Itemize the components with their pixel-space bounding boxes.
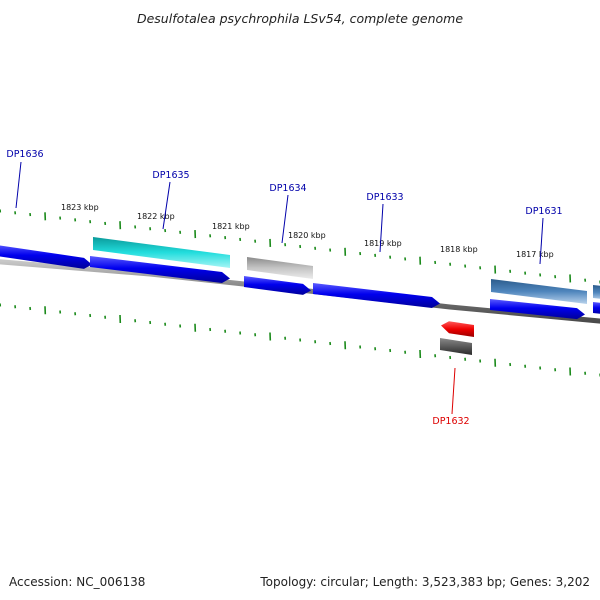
- ruler-label: 1818 kbp: [440, 245, 478, 254]
- accession-label: Accession: NC_006138: [9, 575, 145, 589]
- gene-feature: [441, 321, 474, 337]
- gene-feature: [440, 338, 472, 355]
- gene-feature: [247, 257, 313, 279]
- feature-tracks: [0, 237, 600, 355]
- gene-label: DP1631: [525, 206, 562, 217]
- gene-label: DP1634: [269, 183, 306, 194]
- ruler-labels: 1823 kbp 1822 kbp 1821 kbp 1820 kbp 1819 kbp…: [61, 203, 554, 259]
- gene-leader-line: [379, 203, 384, 253]
- ruler-outer-ticks: [0, 209, 600, 284]
- cds-feature: [244, 276, 311, 295]
- ruler-label: 1823 kbp: [61, 203, 99, 212]
- gene-leader-line: [281, 194, 289, 244]
- ruler-label: 1821 kbp: [212, 222, 250, 231]
- ruler-label: 1819 kbp: [364, 239, 402, 248]
- ruler-label: 1817 kbp: [516, 250, 554, 259]
- gene-feature: [93, 237, 230, 268]
- gene-label: DP1633: [366, 192, 403, 203]
- gene-label: DP1635: [152, 170, 189, 181]
- map-title: Desulfotalea psychrophila LSv54, complet…: [137, 11, 463, 26]
- gene-feature: [593, 285, 600, 299]
- cds-feature: [0, 245, 92, 269]
- genome-stats: Topology: circular; Length: 3,523,383 bp…: [259, 575, 590, 589]
- gene-leader-line: [451, 367, 456, 415]
- gene-label: DP1636: [6, 149, 43, 160]
- cds-feature: [593, 302, 600, 314]
- gene-feature: [491, 279, 587, 304]
- gene-leader-line: [162, 181, 171, 230]
- ruler-label: 1820 kbp: [288, 231, 326, 240]
- gene-leader-line: [15, 161, 22, 209]
- ruler-label: 1822 kbp: [137, 212, 175, 221]
- cds-feature: [490, 299, 585, 320]
- gene-leader-line: [539, 217, 544, 265]
- cds-feature: [90, 256, 230, 284]
- ruler-inner-ticks: [0, 303, 600, 377]
- cds-feature: [313, 283, 440, 309]
- gene-labels: DP1636 DP1635 DP1634 DP1633 DP1631 DP1632: [6, 149, 562, 427]
- gene-label: DP1632: [432, 416, 469, 427]
